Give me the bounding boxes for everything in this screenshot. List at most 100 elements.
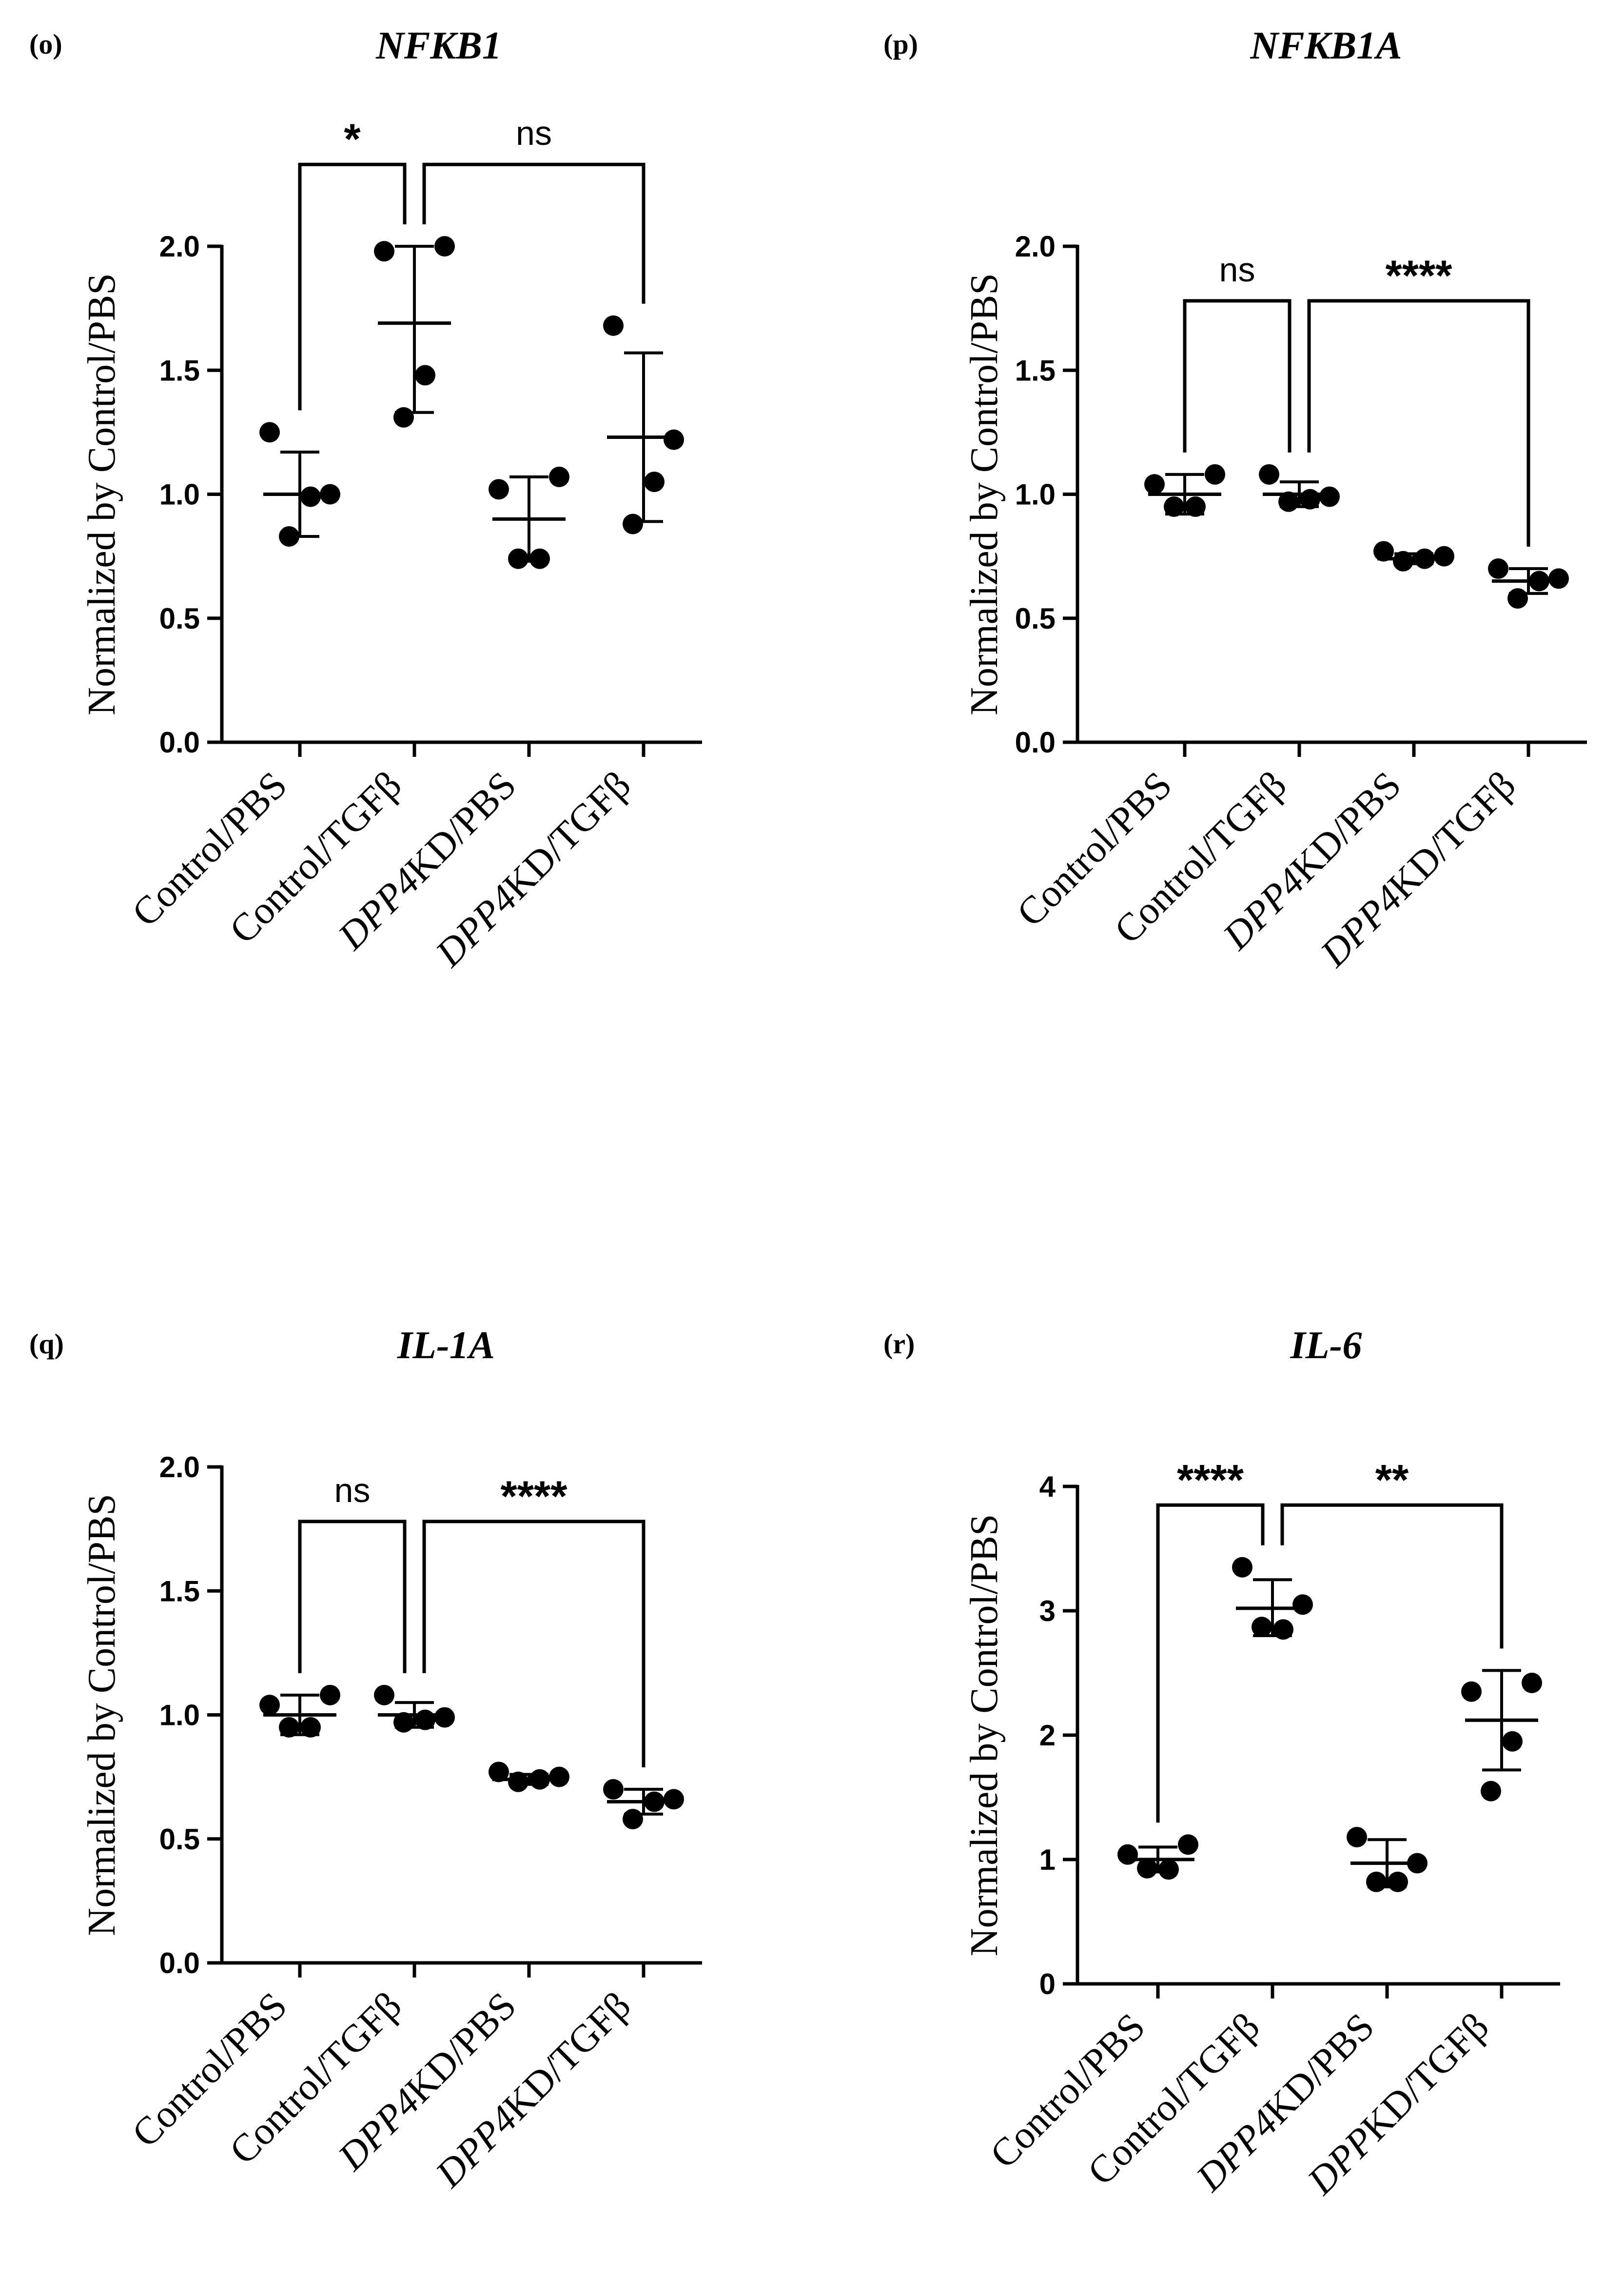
- significance-label: ns: [1219, 251, 1255, 289]
- y-tick-label: 0.5: [159, 1823, 200, 1856]
- y-tick-label: 4: [1039, 1470, 1056, 1503]
- panel-label: (q): [29, 1328, 64, 1360]
- data-group-2: [1259, 464, 1340, 512]
- y-axis-label: Normalized by Control/PBS: [963, 1514, 1006, 1957]
- data-group-1: [1144, 464, 1225, 517]
- data-point: [374, 241, 394, 262]
- data-point: [1461, 1681, 1482, 1702]
- y-tick-label: 1.5: [159, 354, 200, 387]
- data-point: [508, 548, 528, 569]
- y-tick-label: 1.0: [159, 1699, 200, 1732]
- data-point: [1278, 491, 1299, 512]
- data-point: [623, 1809, 643, 1830]
- data-point: [1117, 1844, 1138, 1865]
- data-point: [393, 407, 414, 428]
- y-tick-label: 0.0: [159, 1947, 200, 1979]
- data-point: [1178, 1834, 1198, 1855]
- data-point: [1407, 1853, 1428, 1874]
- y-tick-label: 0.0: [159, 726, 200, 759]
- data-group-3: [1347, 1827, 1428, 1892]
- data-group-3: [489, 466, 569, 569]
- data-point: [1548, 568, 1569, 589]
- significance-label: ****: [501, 1472, 568, 1520]
- data-point: [320, 484, 340, 505]
- data-group-4: [1461, 1669, 1542, 1801]
- data-point: [259, 1695, 280, 1716]
- y-tick-label: 1.5: [159, 1575, 200, 1607]
- y-axis-label: Normalized by Control/PBS: [80, 273, 123, 715]
- x-tick-label: DPP4KD/TGFβ: [427, 764, 639, 975]
- data-point: [415, 1709, 435, 1730]
- significance-label: ****: [1177, 1455, 1244, 1503]
- chart-title: NFKB1A: [1250, 24, 1402, 67]
- data-point: [393, 1712, 414, 1733]
- significance-bracket: [1183, 299, 1291, 453]
- data-point: [300, 486, 321, 507]
- significance-label: *: [344, 115, 361, 163]
- y-tick-label: 2.0: [159, 1451, 200, 1484]
- significance-label: ns: [334, 1471, 371, 1509]
- data-point: [415, 365, 435, 386]
- data-point: [1507, 588, 1528, 609]
- data-point: [1414, 548, 1435, 569]
- data-point: [1529, 571, 1549, 592]
- data-point: [529, 548, 550, 569]
- y-tick-label: 3: [1039, 1595, 1056, 1627]
- data-point: [1292, 1594, 1313, 1615]
- data-point: [1273, 1619, 1293, 1640]
- data-point: [1144, 474, 1165, 495]
- significance-label: **: [1375, 1455, 1409, 1503]
- y-axis-label: Normalized by Control/PBS: [80, 1494, 123, 1936]
- data-group-1: [259, 1684, 340, 1738]
- data-point: [644, 472, 665, 493]
- data-point: [508, 1771, 528, 1792]
- data-point: [1137, 1858, 1157, 1879]
- data-point: [1488, 558, 1508, 579]
- data-point: [1347, 1827, 1367, 1848]
- data-point: [1434, 546, 1454, 567]
- y-tick-label: 0.5: [159, 602, 200, 635]
- data-point: [1373, 541, 1394, 562]
- data-point: [603, 1779, 624, 1800]
- data-point: [644, 1791, 665, 1812]
- chart-title: IL-1A: [397, 1324, 495, 1367]
- y-tick-label: 0: [1039, 1968, 1056, 2000]
- data-point: [1366, 1871, 1387, 1892]
- significance-bracket: [1307, 299, 1530, 547]
- data-point: [279, 526, 299, 547]
- y-tick-label: 1: [1039, 1843, 1056, 1876]
- data-group-2: [374, 1684, 455, 1733]
- significance-bracket: [1280, 1503, 1504, 1649]
- data-group-2: [374, 236, 455, 428]
- data-point: [1205, 464, 1225, 485]
- data-point: [259, 422, 280, 443]
- significance-bracket: [298, 1520, 407, 1673]
- data-point: [549, 466, 569, 487]
- data-group-3: [1373, 541, 1454, 572]
- significance-label: ****: [1386, 251, 1453, 299]
- data-point: [1300, 489, 1320, 510]
- x-tick-label: DPP4KD/TGFβ: [427, 1984, 639, 2196]
- y-tick-label: 1.0: [1015, 478, 1056, 511]
- data-point: [1252, 1617, 1272, 1638]
- data-group-4: [603, 315, 684, 534]
- data-point: [279, 1717, 299, 1738]
- data-group-1: [1117, 1834, 1198, 1880]
- y-tick-label: 1.5: [1015, 354, 1056, 387]
- y-tick-label: 0.5: [1015, 602, 1056, 635]
- data-point: [1522, 1672, 1542, 1693]
- data-point: [1232, 1557, 1252, 1578]
- data-point: [664, 429, 684, 450]
- data-group-4: [1488, 558, 1569, 609]
- data-point: [1319, 486, 1340, 507]
- panel-q: (q) IL-1A Normalized by Control/PBS 0.0 0.5 1…: [29, 1324, 702, 2196]
- y-tick-label: 0.0: [1015, 726, 1056, 759]
- panel-o: (o) NFKB1 Normalized by Control/PBS 0.0 0.5 1…: [29, 24, 702, 975]
- data-point: [1388, 1871, 1408, 1892]
- data-point: [1158, 1859, 1179, 1880]
- chart-title: IL-6: [1290, 1324, 1362, 1367]
- data-point: [320, 1684, 340, 1705]
- data-point: [434, 1707, 455, 1728]
- data-point: [529, 1769, 550, 1790]
- data-point: [603, 315, 624, 336]
